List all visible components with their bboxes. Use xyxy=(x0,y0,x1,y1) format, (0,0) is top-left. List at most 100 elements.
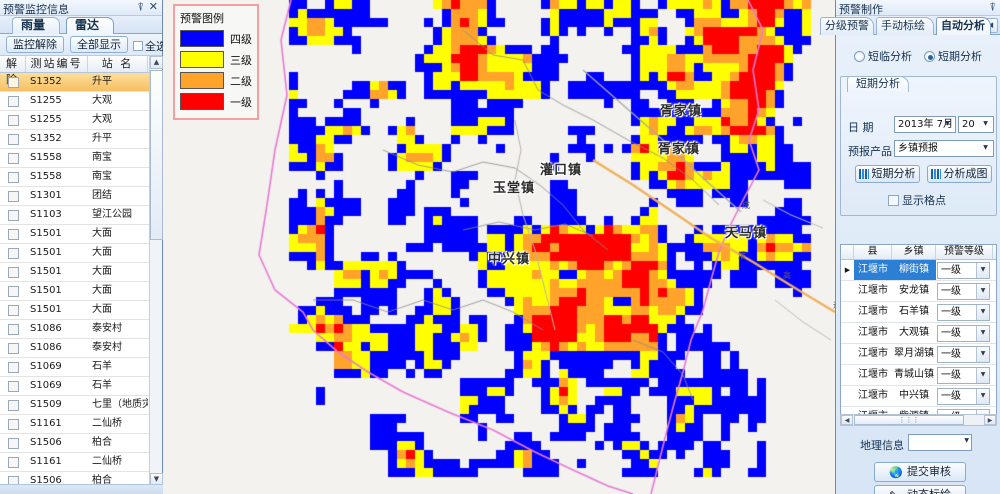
table-row[interactable]: S1069 石羊 xyxy=(0,358,162,377)
row-release-checkbox[interactable] xyxy=(0,187,26,205)
tab-auto-analysis[interactable]: 自动分析 xyxy=(936,17,991,35)
cell-warning-level[interactable]: 一级 ▼ xyxy=(936,365,993,385)
warning-level-select[interactable]: 一级 ▼ xyxy=(937,325,990,342)
tab-radar[interactable]: 雷达 xyxy=(66,17,114,34)
row-release-checkbox[interactable] xyxy=(0,339,26,357)
warning-level-select[interactable]: 一级 ▼ xyxy=(937,346,990,363)
chevron-down-icon[interactable]: ▼ xyxy=(976,389,989,404)
warning-level-select[interactable]: 一级 ▼ xyxy=(937,283,990,300)
cell-warning-level[interactable]: 一级 ▼ xyxy=(936,344,993,364)
row-release-checkbox[interactable] xyxy=(0,73,26,91)
cell-warning-level[interactable]: 一级 ▼ xyxy=(936,260,993,280)
row-release-checkbox[interactable] xyxy=(0,263,26,281)
release-monitor-button[interactable]: 监控解除 xyxy=(6,36,64,53)
tab-rainfall[interactable]: 雨量 xyxy=(12,17,60,34)
row-release-checkbox[interactable] xyxy=(0,206,26,224)
row-release-checkbox[interactable] xyxy=(0,453,26,471)
table-row[interactable]: S1558 南宝 xyxy=(0,168,162,187)
table-row[interactable]: S1352 升平 xyxy=(0,73,162,92)
table-row[interactable]: S1501 大面 xyxy=(0,225,162,244)
table-row[interactable]: 江堰市 石羊镇 一级 ▼ xyxy=(841,302,996,323)
row-release-checkbox[interactable] xyxy=(0,415,26,433)
row-release-checkbox[interactable] xyxy=(0,282,26,300)
row-release-checkbox[interactable] xyxy=(0,377,26,395)
monitor-station-table[interactable]: 解 除 测站编号 站 名 S1352 升平 S1255 大观 S1255 大观 S1352 升… xyxy=(0,56,162,486)
warning-level-select[interactable]: 一级 ▼ xyxy=(937,388,990,405)
pin-icon[interactable]: ⍒ xyxy=(989,1,996,14)
row-release-checkbox[interactable] xyxy=(0,472,26,486)
row-release-checkbox[interactable] xyxy=(0,301,26,319)
select-all-checkbox[interactable]: 全选 xyxy=(133,38,167,54)
row-release-checkbox[interactable] xyxy=(0,111,26,129)
short-term-analyze-button[interactable]: 短期分析 xyxy=(855,165,920,183)
table-row[interactable]: S1161 二仙桥 xyxy=(0,415,162,434)
table-row[interactable]: S1506 柏合 xyxy=(0,434,162,453)
table-row[interactable]: S1255 大观 xyxy=(0,92,162,111)
product-select[interactable]: 乡镇预报 ▼ xyxy=(894,140,994,157)
monitor-table-scrollbar[interactable]: ▲ ▼ xyxy=(149,56,163,486)
table-row[interactable]: S1501 大面 xyxy=(0,263,162,282)
radio-short-imminent[interactable]: 短临分析 xyxy=(854,48,912,64)
table-row[interactable]: 江堰市 大观镇 一级 ▼ xyxy=(841,323,996,344)
cell-warning-level[interactable]: 一级 ▼ xyxy=(936,323,993,343)
cell-warning-level[interactable]: 一级 ▼ xyxy=(936,302,993,322)
table-row[interactable]: S1161 二仙桥 xyxy=(0,453,162,472)
hscroll-thumb[interactable]: ⋮⋮⋮ xyxy=(854,415,964,425)
table-row[interactable]: 江堰市 翠月湖镇 一级 ▼ xyxy=(841,344,996,365)
row-release-checkbox[interactable] xyxy=(0,149,26,167)
table-row[interactable]: S1501 大面 xyxy=(0,244,162,263)
date-field[interactable]: 2013年 7月 6日 ▼ xyxy=(894,116,956,133)
chevron-down-icon[interactable]: ▼ xyxy=(976,305,989,320)
table-row[interactable]: 江堰市 安龙镇 一级 ▼ xyxy=(841,281,996,302)
scroll-thumb[interactable] xyxy=(150,70,163,240)
warning-level-select[interactable]: 一级 ▼ xyxy=(937,262,990,279)
scroll-up-arrow-icon[interactable]: ▲ xyxy=(150,56,163,69)
table-row[interactable]: S1558 南宝 xyxy=(0,149,162,168)
chevron-down-icon[interactable]: ▼ xyxy=(976,263,989,278)
hscroll-left-arrow-icon[interactable]: ◀ xyxy=(841,415,853,425)
geo-info-select[interactable]: ▼ xyxy=(908,434,972,451)
submit-review-button[interactable]: 🌏 提交审核 xyxy=(874,462,966,482)
chevron-down-icon[interactable]: ▼ xyxy=(976,284,989,299)
table-row[interactable]: S1509 七里（地质灾 xyxy=(0,396,162,415)
table-row[interactable]: S1352 升平 xyxy=(0,130,162,149)
close-icon[interactable]: ✕ xyxy=(148,0,158,13)
chevron-down-icon[interactable]: ▼ xyxy=(945,120,950,127)
row-release-checkbox[interactable] xyxy=(0,434,26,452)
tab-manual-plot[interactable]: 手动标绘 xyxy=(876,17,934,35)
warning-level-select[interactable]: 一级 ▼ xyxy=(937,367,990,384)
table-row[interactable]: S1069 石羊 xyxy=(0,377,162,396)
chevron-down-icon[interactable]: ▼ xyxy=(976,347,989,362)
chevron-down-icon[interactable]: ▼ xyxy=(964,437,969,444)
table-row[interactable]: S1501 大面 xyxy=(0,301,162,320)
row-release-checkbox[interactable] xyxy=(0,168,26,186)
hour-field[interactable]: 20 ▼ xyxy=(958,116,994,133)
warning-level-table[interactable]: 县 乡镇 预警等级 ▶ 江堰市 柳街镇 一级 ▼ 江堰市 安龙镇 一级 ▼ 江堰市 石羊镇 一级 ▼ 江堰… xyxy=(840,244,997,426)
table-row[interactable]: ▶ 江堰市 柳街镇 一级 ▼ xyxy=(841,260,996,281)
warning-table-hscrollbar[interactable]: ◀ ⋮⋮⋮ ▶ xyxy=(840,414,997,426)
radio-short-term[interactable]: 短期分析 xyxy=(924,48,982,64)
table-row[interactable]: S1255 大观 xyxy=(0,111,162,130)
table-row[interactable]: S1301 团结 xyxy=(0,187,162,206)
table-row[interactable]: 江堰市 青城山镇 一级 ▼ xyxy=(841,365,996,386)
chevron-down-icon[interactable]: ▼ xyxy=(976,368,989,383)
table-row[interactable]: S1506 柏合 xyxy=(0,472,162,486)
hscroll-right-arrow-icon[interactable]: ▶ xyxy=(984,415,996,425)
row-release-checkbox[interactable] xyxy=(0,225,26,243)
table-row[interactable]: 江堰市 中兴镇 一级 ▼ xyxy=(841,386,996,407)
show-all-button[interactable]: 全部显示 xyxy=(70,36,128,53)
row-release-checkbox[interactable] xyxy=(0,358,26,376)
chevron-down-icon[interactable]: ▼ xyxy=(976,326,989,341)
chevron-down-icon[interactable]: ▼ xyxy=(983,120,988,127)
row-release-checkbox[interactable] xyxy=(0,130,26,148)
table-row[interactable]: S1103 望江公园 xyxy=(0,206,162,225)
row-release-checkbox[interactable] xyxy=(0,396,26,414)
row-release-checkbox[interactable] xyxy=(0,244,26,262)
table-row[interactable]: S1501 大面 xyxy=(0,282,162,301)
chevron-down-icon[interactable]: ▼ xyxy=(983,144,988,151)
dynamic-plot-button[interactable]: ✎ 动态标绘 xyxy=(874,485,966,494)
table-row[interactable]: S1086 泰安村 xyxy=(0,320,162,339)
plot-result-button[interactable]: 分析成图 xyxy=(927,165,992,183)
warning-raster-map[interactable] xyxy=(163,0,835,494)
